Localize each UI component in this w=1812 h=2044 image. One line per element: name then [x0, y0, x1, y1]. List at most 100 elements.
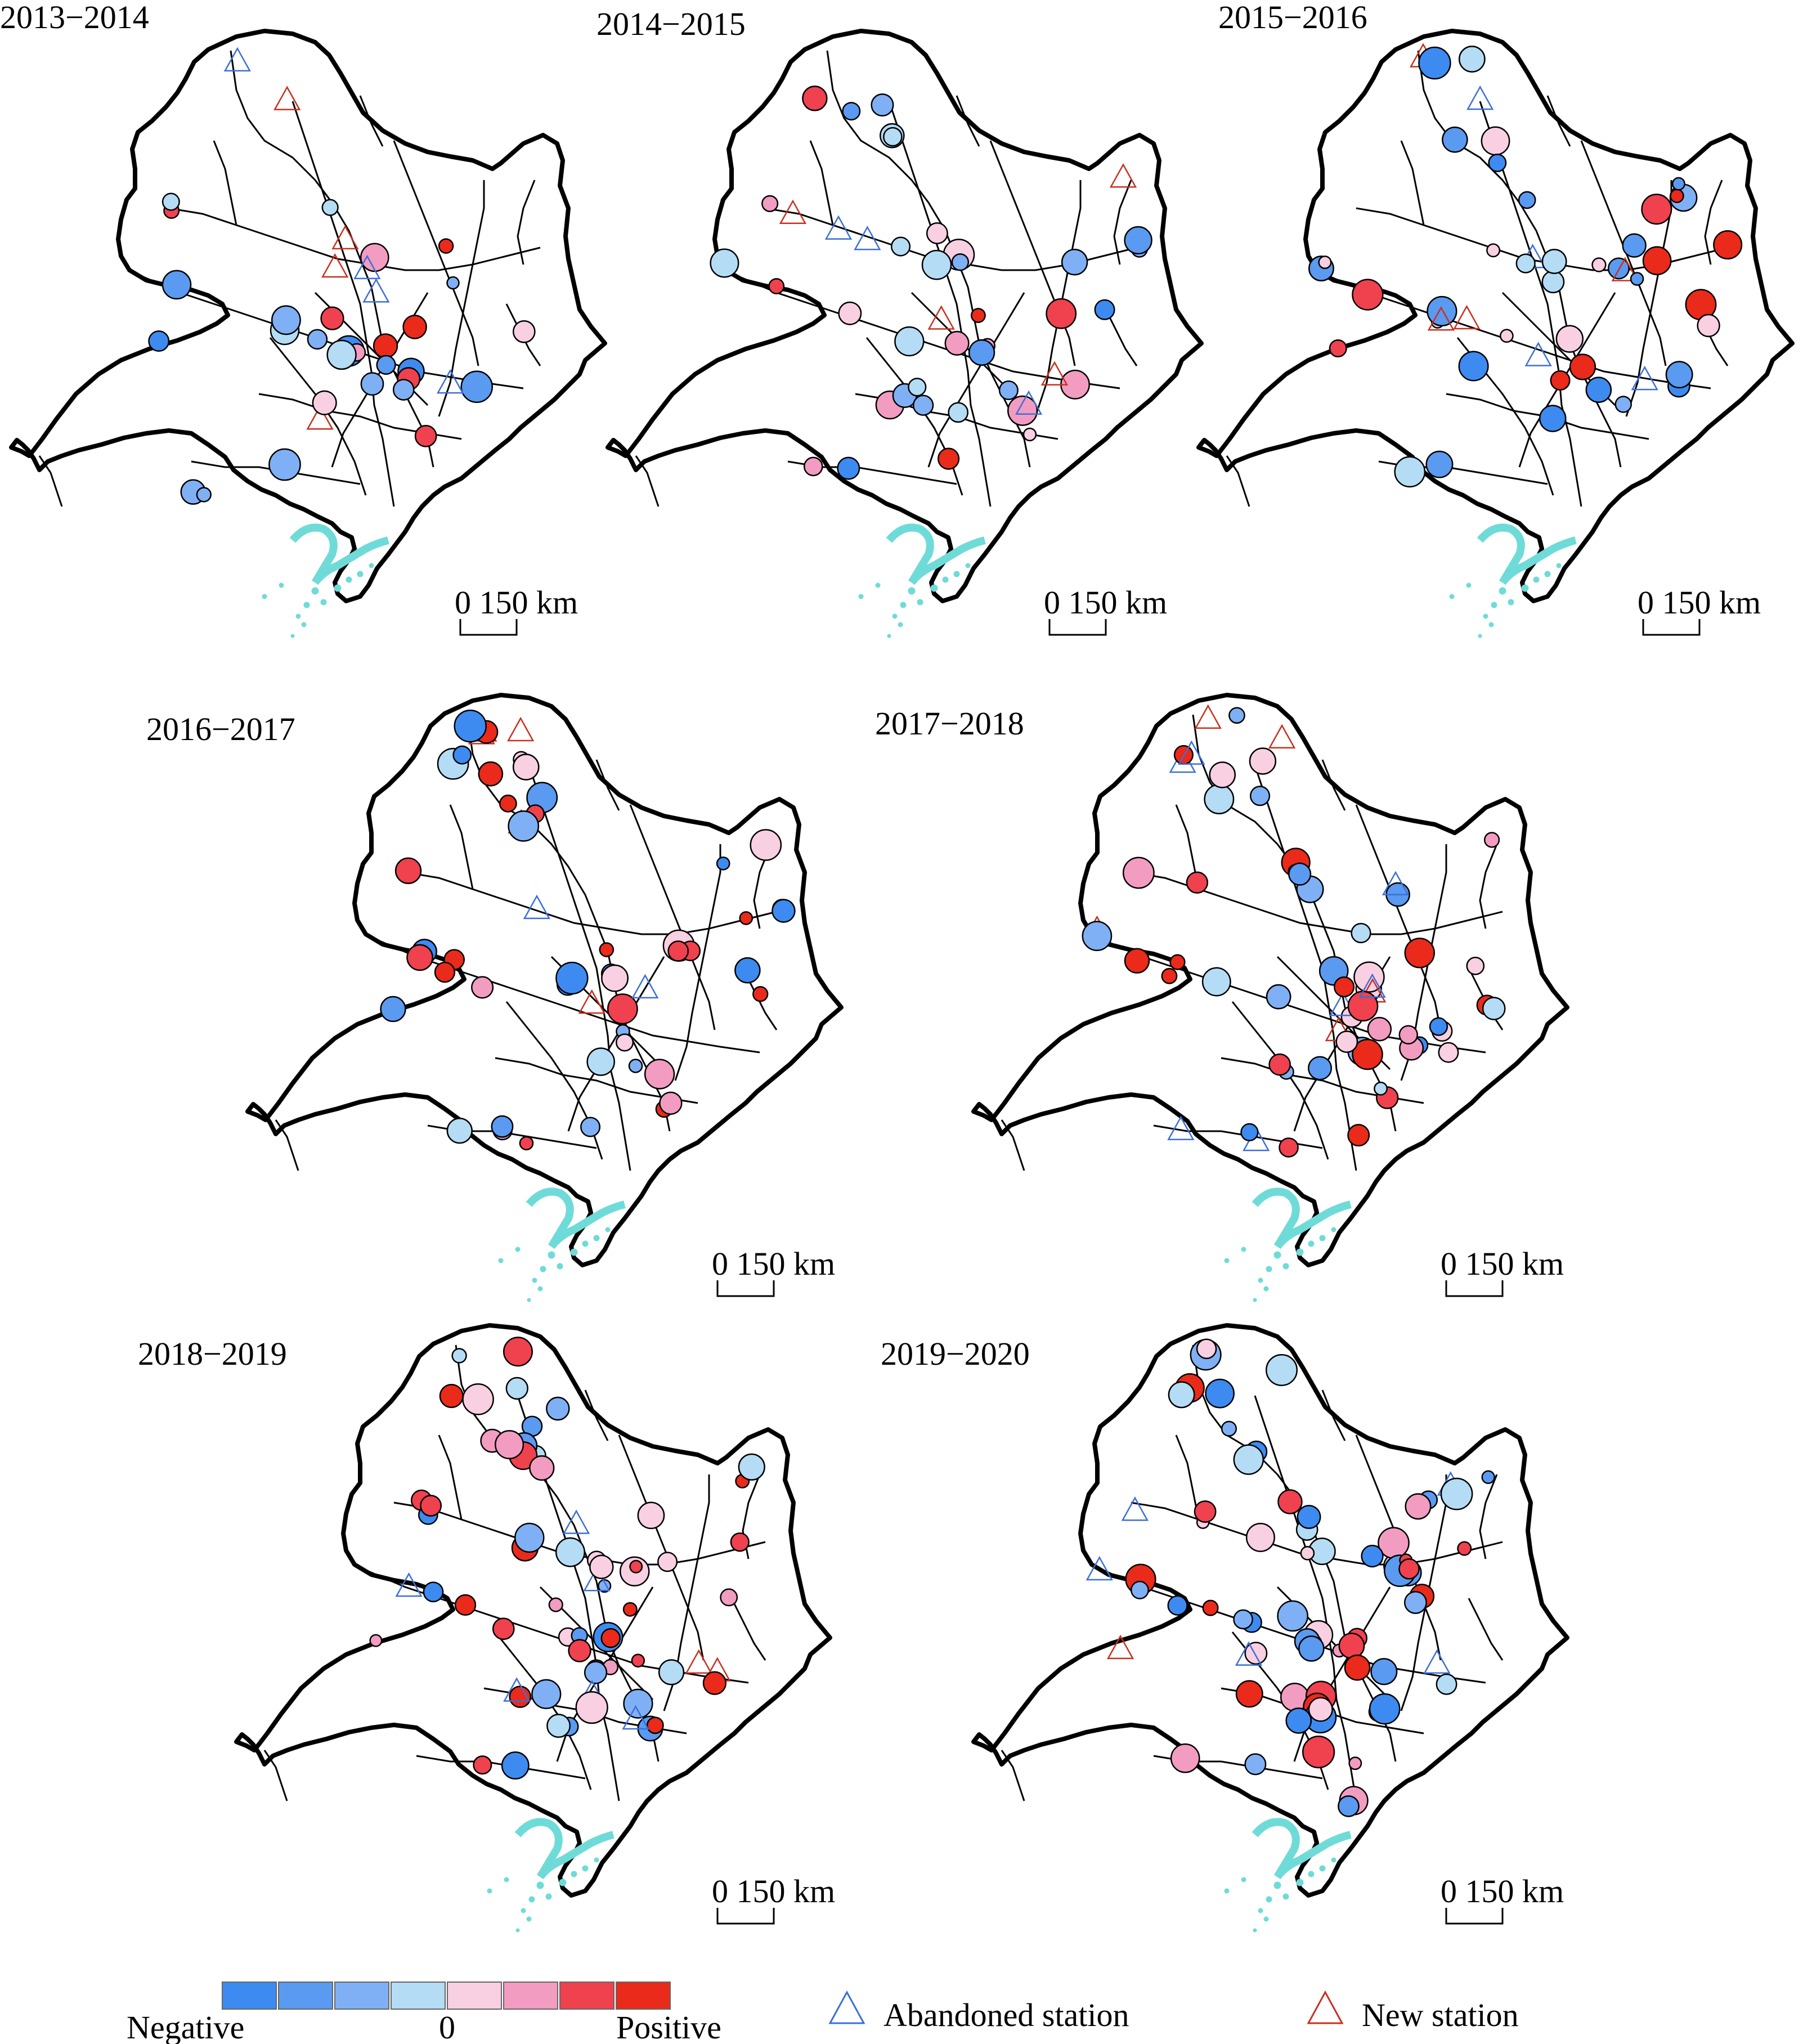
scale-bar-line — [1642, 619, 1701, 636]
station-circle — [392, 379, 415, 401]
region-boundary — [236, 1325, 830, 1895]
station-circle — [1670, 189, 1684, 203]
station-circle — [1168, 1381, 1195, 1409]
scale-bar-line — [1445, 1280, 1504, 1297]
station-circle — [1333, 976, 1355, 998]
railway-network — [635, 50, 1138, 508]
station-circle — [1541, 249, 1567, 274]
station-circle — [637, 1501, 665, 1530]
station-circle — [1244, 1642, 1268, 1665]
station-circle — [512, 754, 540, 781]
color-ramp-swatch — [278, 1982, 333, 2010]
station-circle — [1483, 832, 1500, 848]
abandoned-station-marker — [362, 278, 390, 303]
station-circle — [1061, 248, 1088, 276]
region-map — [11, 31, 605, 638]
station-circle — [394, 857, 422, 884]
station-circle — [1266, 1353, 1298, 1386]
station-circle — [1240, 1123, 1259, 1141]
panel-title: 2017−2018 — [875, 705, 1024, 742]
station-circle — [1457, 1541, 1472, 1556]
station-circle — [944, 330, 970, 356]
abandoned-station-marker — [395, 1572, 423, 1597]
new-station-marker — [273, 86, 301, 110]
station-circle — [1130, 1580, 1149, 1599]
station-circle — [1697, 313, 1720, 338]
scale-label: 0 150 km — [455, 584, 578, 621]
new-station-marker — [927, 305, 955, 330]
station-markers — [710, 86, 1152, 480]
new-station-symbol — [1307, 1990, 1344, 2024]
station-circle — [912, 395, 934, 416]
station-circle — [1541, 270, 1565, 294]
station-circle — [373, 333, 398, 358]
station-circle — [1338, 1632, 1365, 1659]
station-circle — [434, 961, 456, 983]
station-circle — [1518, 191, 1536, 209]
station-circle — [1353, 961, 1385, 993]
station-circle — [1351, 922, 1371, 944]
station-circle — [1007, 395, 1038, 426]
scale-label: 0 150 km — [1441, 1873, 1564, 1909]
abandoned-station-marker — [436, 369, 464, 394]
station-markers — [1086, 1338, 1495, 1817]
region-map — [608, 31, 1201, 638]
station-circle — [1186, 871, 1209, 894]
legend-new-label: New station — [1362, 1997, 1519, 2033]
station-circle — [1515, 253, 1536, 274]
station-circle — [519, 1136, 534, 1151]
station-circle — [1438, 1042, 1459, 1063]
station-circle — [555, 1537, 585, 1567]
station-circle — [1196, 1338, 1217, 1360]
station-circle — [1569, 353, 1596, 380]
station-circle — [499, 794, 517, 813]
new-station-marker — [1040, 361, 1069, 386]
station-circle — [508, 810, 540, 842]
station-circle — [546, 1396, 570, 1421]
station-circle — [1481, 1470, 1495, 1484]
station-circle — [446, 1118, 473, 1144]
abandoned-station-marker — [1167, 1115, 1195, 1140]
station-circle — [471, 976, 494, 999]
abandoned-station-marker — [1086, 1556, 1113, 1581]
station-circle — [1318, 256, 1332, 270]
station-circle — [505, 1377, 528, 1400]
new-station-marker — [331, 225, 359, 250]
station-circle — [1277, 1489, 1303, 1514]
station-circle — [926, 222, 948, 244]
station-circle — [1403, 1590, 1427, 1614]
map-panel: 2013−2014 0 150 km — [0, 0, 605, 638]
new-station-marker — [1427, 306, 1455, 331]
station-circle — [1425, 450, 1454, 478]
station-circle — [1374, 1081, 1388, 1096]
station-circle — [307, 329, 328, 350]
station-circle — [644, 1059, 675, 1090]
scale-bar: 0 150 km — [1044, 584, 1167, 636]
station-circle — [1244, 1753, 1267, 1776]
station-circle — [321, 199, 339, 216]
station-circle — [512, 320, 536, 343]
legend-zero-label: 0 — [439, 2009, 455, 2044]
station-circle — [970, 308, 986, 323]
region-boundary — [974, 695, 1567, 1265]
station-circle — [268, 448, 301, 481]
station-circle — [803, 456, 823, 477]
station-circle — [1285, 1707, 1312, 1734]
color-ramp-swatch — [391, 1982, 446, 2010]
station-circle — [968, 339, 995, 366]
abandoned-station-marker — [1423, 1649, 1451, 1674]
station-circle — [584, 1661, 608, 1684]
station-circle — [752, 986, 769, 1002]
station-circle — [1352, 1038, 1383, 1070]
station-circle — [908, 378, 927, 397]
station-circle — [1308, 1697, 1333, 1722]
station-circle — [948, 402, 969, 423]
new-station-marker — [306, 405, 334, 430]
panel-title: 2016−2017 — [146, 711, 295, 747]
legend: Negative 0 Positive Abandoned station Ne… — [127, 1982, 1519, 2044]
new-station-marker — [1453, 304, 1481, 330]
station-circle — [750, 829, 782, 861]
map-panel: 2019−2020 0 150 km — [881, 1325, 1567, 1932]
station-circle — [1642, 246, 1672, 276]
